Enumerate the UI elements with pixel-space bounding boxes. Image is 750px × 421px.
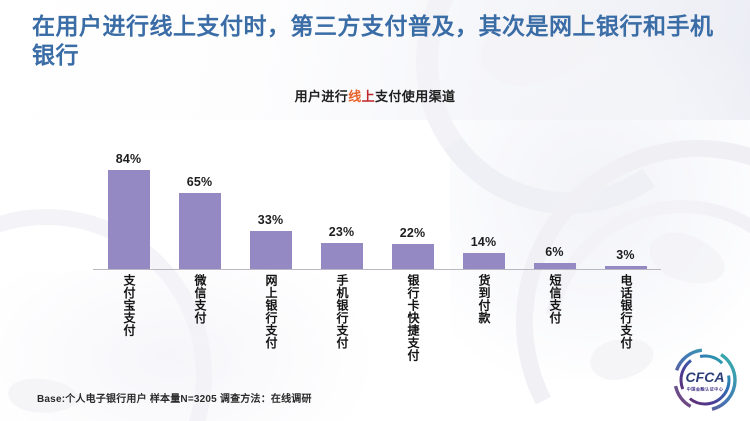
chart-bar-group: 6% (519, 130, 590, 270)
page-title: 在用户进行线上支付时，第三方支付普及，其次是网上银行和手机银行 (32, 13, 714, 68)
chart-category-label: 支付宝支付 (122, 274, 136, 337)
cfca-logo: CFCA 中国金融认证中心 (670, 345, 740, 415)
chart-title-highlight-2: 上 (361, 89, 375, 104)
chart-category-label: 网上银行支付 (264, 274, 278, 349)
chart-bar-group: 65% (164, 130, 235, 270)
svg-text:CFCA: CFCA (686, 369, 725, 385)
chart-category-axis: 支付宝支付 微信支付 网上银行支付 手机银行支付 银行卡快捷支付 货到付款 短信支付 电话银行… (93, 274, 661, 362)
chart-category-label: 微信支付 (193, 274, 207, 324)
bar-value-label: 65% (186, 174, 213, 189)
chart-x-axis (93, 269, 661, 270)
chart-title: 用户进行线上支付使用渠道 (0, 86, 750, 105)
chart-bar-group: 84% (93, 130, 164, 270)
chart-bar-group: 22% (377, 130, 448, 270)
chart-category-label: 短信支付 (548, 274, 562, 324)
chart-category-label: 货到付款 (477, 274, 491, 324)
bar-value-label: 23% (328, 224, 355, 239)
bar-value-label: 22% (399, 225, 426, 240)
chart-bar[interactable] (107, 170, 150, 270)
chart-bar[interactable] (320, 242, 363, 270)
footnote: Base:个人电子银行用户 样本量N=3205 调查方法：在线调研 (37, 394, 312, 405)
bar-value-label: 14% (470, 235, 497, 250)
chart-bar-group: 33% (235, 130, 306, 270)
chart-category: 网上银行支付 (235, 274, 306, 362)
chart-category-label: 电话银行支付 (619, 274, 633, 349)
chart-bar[interactable] (249, 230, 292, 270)
chart-bar-group: 23% (306, 130, 377, 270)
chart-category: 支付宝支付 (93, 274, 164, 362)
chart-plot-area: 84% 65% 33% 23% 22% 14% 6% 3% (93, 130, 661, 270)
chart-title-highlight-1: 线 (348, 89, 362, 104)
chart-category-label: 手机银行支付 (335, 274, 349, 349)
chart-category: 手机银行支付 (306, 274, 377, 362)
title-block: 在用户进行线上支付时，第三方支付普及，其次是网上银行和手机银行 (32, 12, 722, 70)
bar-value-label: 84% (115, 152, 142, 167)
chart-category: 短信支付 (519, 274, 590, 362)
chart-category: 微信支付 (164, 274, 235, 362)
chart-bar[interactable] (391, 243, 434, 270)
chart-title-part-before: 用户进行 (294, 89, 349, 104)
chart-bar[interactable] (178, 192, 221, 270)
chart-bar[interactable] (462, 253, 505, 270)
svg-text:中国金融认证中心: 中国金融认证中心 (687, 386, 724, 393)
bar-value-label: 3% (616, 248, 635, 263)
chart-category-label: 银行卡快捷支付 (406, 274, 420, 362)
chart-title-part-after: 支付使用渠道 (375, 89, 456, 104)
chart-bar[interactable] (604, 266, 647, 270)
chart-bar[interactable] (533, 262, 576, 270)
bar-chart: 84% 65% 33% 23% 22% 14% 6% 3% (93, 128, 661, 270)
chart-category: 电话银行支付 (590, 274, 661, 362)
chart-bar-group: 3% (590, 130, 661, 270)
bar-value-label: 33% (257, 212, 284, 227)
chart-category: 银行卡快捷支付 (377, 274, 448, 362)
bar-value-label: 6% (545, 244, 564, 259)
chart-bar-group: 14% (448, 130, 519, 270)
chart-category: 货到付款 (448, 274, 519, 362)
